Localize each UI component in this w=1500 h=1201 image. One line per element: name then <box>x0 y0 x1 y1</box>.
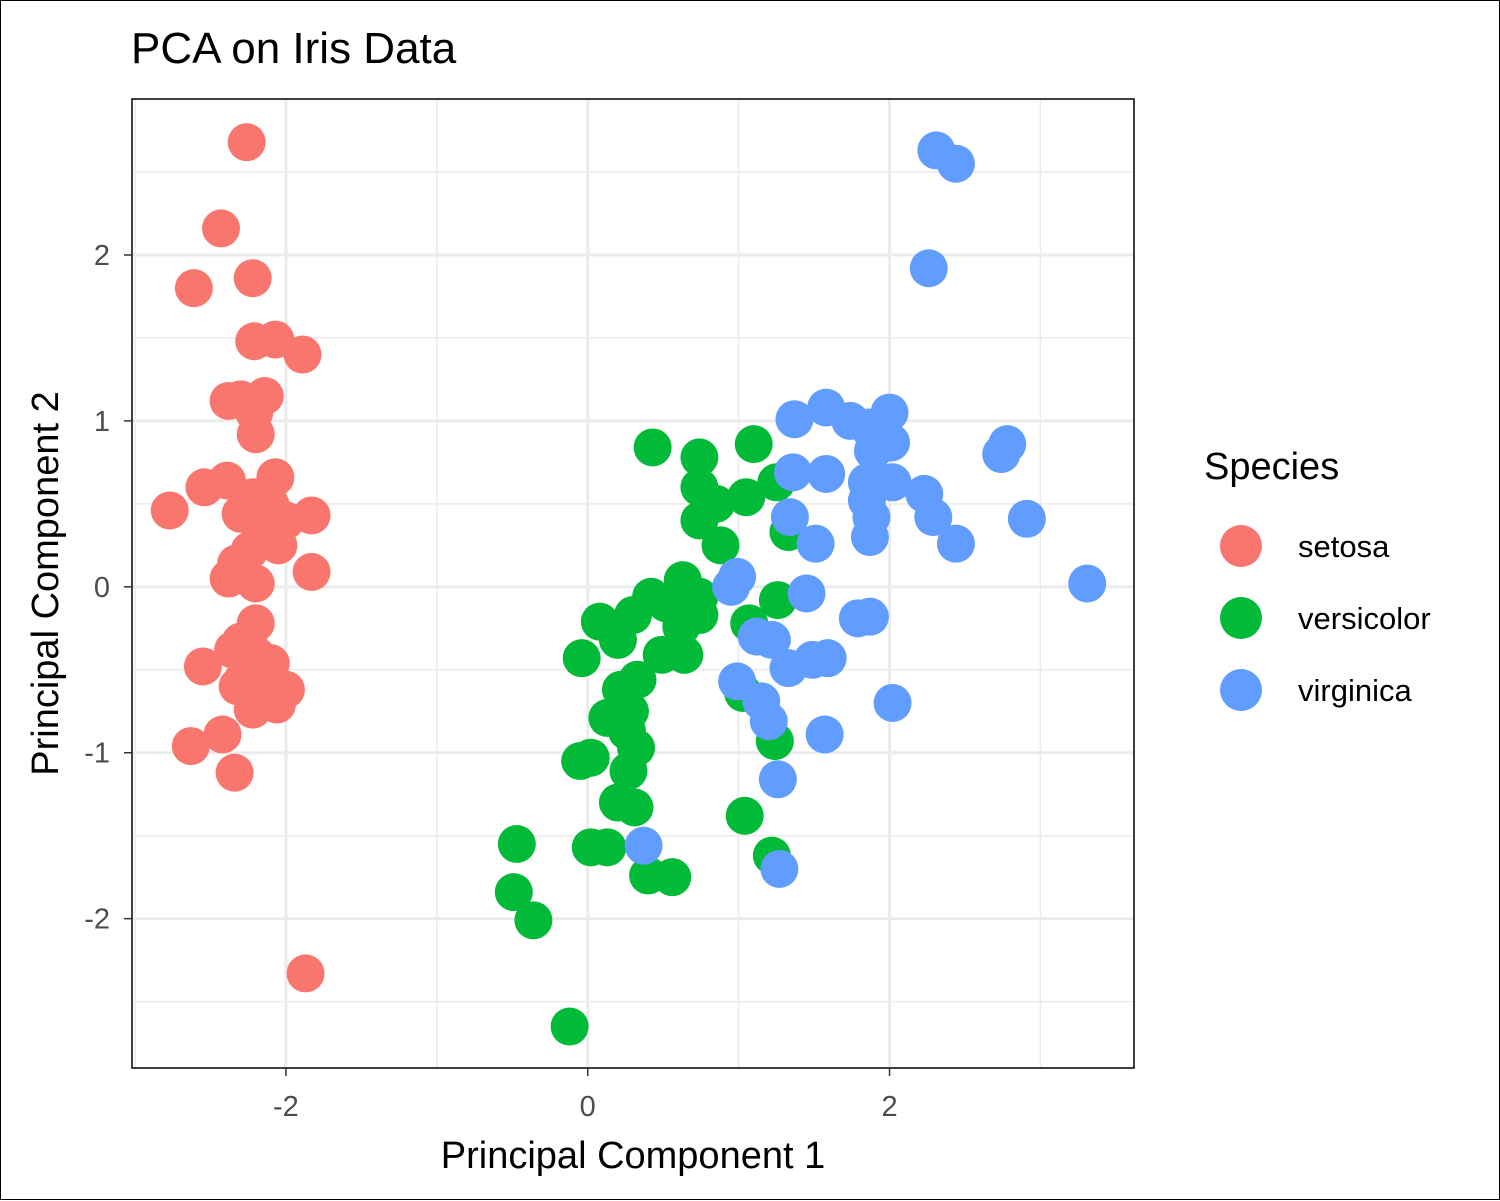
data-point-setosa <box>259 526 298 565</box>
data-point-setosa <box>233 259 272 298</box>
data-point-virginica <box>770 498 809 537</box>
data-point-setosa <box>215 753 254 792</box>
data-point-virginica <box>807 454 846 493</box>
data-point-versicolor <box>609 751 648 790</box>
data-point-versicolor <box>662 607 701 646</box>
y-tick-label: 0 <box>94 572 110 604</box>
legend: Species setosa versicolor virginica <box>1204 446 1431 711</box>
data-point-virginica <box>909 249 948 288</box>
legend-key-setosa <box>1220 525 1262 567</box>
data-point-setosa <box>292 552 331 591</box>
y-tick-label: -2 <box>84 904 110 936</box>
x-tick-label: -2 <box>273 1091 299 1123</box>
data-point-setosa <box>185 468 224 507</box>
legend-label-versicolor: versicolor <box>1298 601 1431 636</box>
data-point-virginica <box>760 849 799 888</box>
data-point-versicolor <box>701 526 740 565</box>
data-point-virginica <box>805 715 844 754</box>
data-point-virginica <box>850 518 889 557</box>
data-point-virginica <box>773 453 812 492</box>
y-tick-label: -1 <box>84 738 110 770</box>
data-point-virginica <box>712 567 751 606</box>
data-point-versicolor <box>727 478 766 517</box>
legend-label-virginica: virginica <box>1298 673 1412 708</box>
y-axis-ticks: -2 -1 0 1 2 <box>84 240 132 936</box>
data-point-virginica <box>936 524 975 563</box>
data-point-setosa <box>150 491 189 530</box>
y-tick-label: 2 <box>94 240 110 272</box>
data-point-versicolor <box>562 639 601 678</box>
data-point-virginica <box>752 620 791 659</box>
data-point-virginica <box>850 597 889 636</box>
data-point-versicolor <box>588 828 627 867</box>
data-point-setosa <box>203 715 242 754</box>
data-point-virginica <box>787 574 826 613</box>
data-point-virginica <box>749 702 788 741</box>
data-point-virginica <box>914 498 953 537</box>
data-point-virginica <box>853 431 892 470</box>
data-point-virginica <box>769 649 808 688</box>
legend-key-versicolor <box>1220 597 1262 639</box>
data-point-virginica <box>873 683 912 722</box>
data-point-setosa <box>227 123 266 162</box>
data-point-setosa <box>236 415 275 454</box>
data-point-virginica <box>796 524 835 563</box>
chart-title: PCA on Iris Data <box>131 24 457 73</box>
x-tick-label: 2 <box>881 1091 897 1123</box>
gridlines <box>132 99 1134 1068</box>
data-point-versicolor <box>734 425 773 464</box>
plot-panel <box>132 99 1134 1068</box>
data-point-virginica <box>808 639 847 678</box>
data-point-versicolor <box>615 788 654 827</box>
data-point-versicolor <box>494 873 533 912</box>
data-point-versicolor <box>725 796 764 835</box>
data-point-virginica <box>936 144 975 183</box>
data-point-setosa <box>174 269 213 308</box>
y-tick-label: 1 <box>94 406 110 438</box>
data-point-setosa <box>202 209 241 248</box>
data-point-versicolor <box>598 620 637 659</box>
legend-title: Species <box>1204 446 1339 488</box>
data-point-virginica <box>1007 499 1046 538</box>
data-point-versicolor <box>633 428 672 467</box>
data-point-setosa <box>183 647 222 686</box>
data-point-versicolor <box>680 438 719 477</box>
y-axis-title: Principal Component 2 <box>25 391 67 775</box>
x-axis-ticks: -2 0 2 <box>273 1068 898 1123</box>
plot-background <box>132 99 1134 1068</box>
data-point-versicolor <box>758 581 797 620</box>
data-point-setosa <box>171 727 210 766</box>
data-point-virginica <box>1068 564 1107 603</box>
data-point-virginica <box>982 435 1021 474</box>
x-axis-title: Principal Component 1 <box>441 1135 825 1177</box>
data-point-virginica <box>758 760 797 799</box>
data-point-setosa <box>236 564 275 603</box>
data-point-versicolor <box>550 1007 589 1046</box>
data-point-versicolor <box>497 825 536 864</box>
data-point-setosa <box>257 685 296 724</box>
plot-border <box>131 98 1135 1069</box>
data-point-virginica <box>624 826 663 865</box>
data-point-setosa <box>283 335 322 374</box>
data-points <box>150 123 1107 1046</box>
data-point-virginica <box>775 400 814 439</box>
data-point-versicolor <box>514 901 553 940</box>
data-point-versicolor <box>653 858 692 897</box>
data-point-versicolor <box>561 742 600 781</box>
x-tick-label: 0 <box>580 1091 596 1123</box>
data-point-setosa <box>286 954 325 993</box>
legend-key-virginica <box>1220 669 1262 711</box>
data-point-versicolor <box>665 635 704 674</box>
data-point-versicolor <box>680 501 719 540</box>
legend-label-setosa: setosa <box>1298 529 1390 564</box>
